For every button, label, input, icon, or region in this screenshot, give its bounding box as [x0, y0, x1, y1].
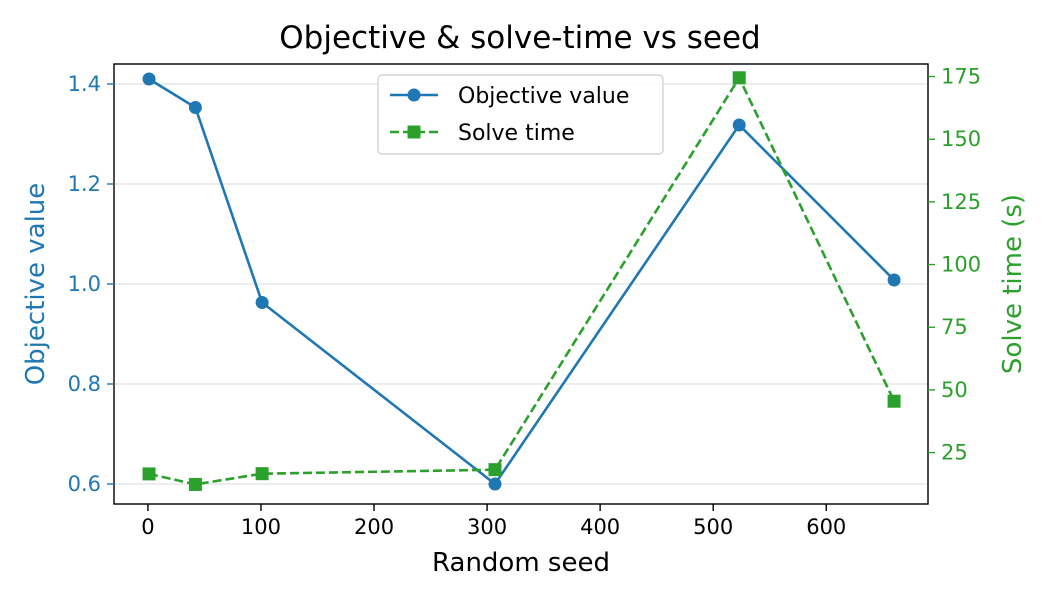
- legend: Objective value Solve time: [377, 74, 664, 155]
- data-point: [255, 296, 269, 309]
- y-left-tick-label: 1.0: [68, 272, 101, 296]
- y-right-tick-label: 25: [941, 441, 968, 465]
- y-axis-right: 25 50 75 100 125 150 175: [928, 65, 981, 465]
- x-tick-label: 500: [693, 515, 733, 539]
- x-axis-label: Random seed: [432, 548, 610, 578]
- data-point: [488, 477, 502, 491]
- y-right-tick-label: 125: [941, 190, 981, 214]
- series-line: [148, 77, 896, 486]
- y-left-tick-label: 1.2: [68, 172, 101, 196]
- y-right-tick-label: 75: [941, 315, 968, 339]
- data-point: [142, 467, 156, 481]
- x-tick-label: 300: [467, 515, 507, 539]
- series-1: [142, 72, 901, 491]
- legend-label: Solve time: [458, 121, 575, 146]
- series-2: [142, 71, 901, 491]
- x-axis: 0 100 200 300 400 500 600: [141, 504, 846, 539]
- y-right-tick-label: 175: [941, 65, 981, 89]
- data-point: [255, 467, 269, 481]
- chart-title: Objective & solve-time vs seed: [279, 20, 760, 56]
- data-point: [887, 273, 901, 287]
- x-tick-label: 200: [354, 515, 394, 539]
- legend-box: [377, 74, 664, 155]
- y-right-tick-label: 100: [941, 253, 981, 277]
- y-axis-right-label: Solve time (s): [998, 194, 1028, 374]
- data-point: [188, 101, 202, 114]
- x-tick-label: 100: [241, 515, 281, 539]
- y-axis-left-label: Objective value: [21, 183, 51, 386]
- y-left-tick-label: 0.8: [68, 372, 101, 396]
- y-axis-left: 0.6 0.8 1.0 1.2 1.4: [68, 72, 114, 496]
- data-point: [488, 463, 502, 477]
- data-point: [142, 72, 156, 86]
- series-line: [148, 76, 896, 486]
- legend-marker: [407, 125, 421, 139]
- y-left-tick-label: 1.4: [68, 72, 101, 96]
- x-tick-label: 0: [141, 515, 154, 539]
- y-right-tick-label: 150: [941, 127, 981, 151]
- y-left-tick-label: 0.6: [68, 472, 101, 496]
- legend-label: Objective value: [458, 84, 629, 109]
- data-point: [188, 477, 202, 491]
- data-point: [732, 118, 746, 132]
- data-point: [887, 394, 901, 408]
- data-point: [732, 71, 746, 85]
- legend-marker: [407, 88, 421, 102]
- x-tick-label: 400: [580, 515, 620, 539]
- x-tick-label: 600: [806, 515, 846, 539]
- y-right-tick-label: 50: [941, 378, 968, 402]
- plot-series: [142, 71, 901, 491]
